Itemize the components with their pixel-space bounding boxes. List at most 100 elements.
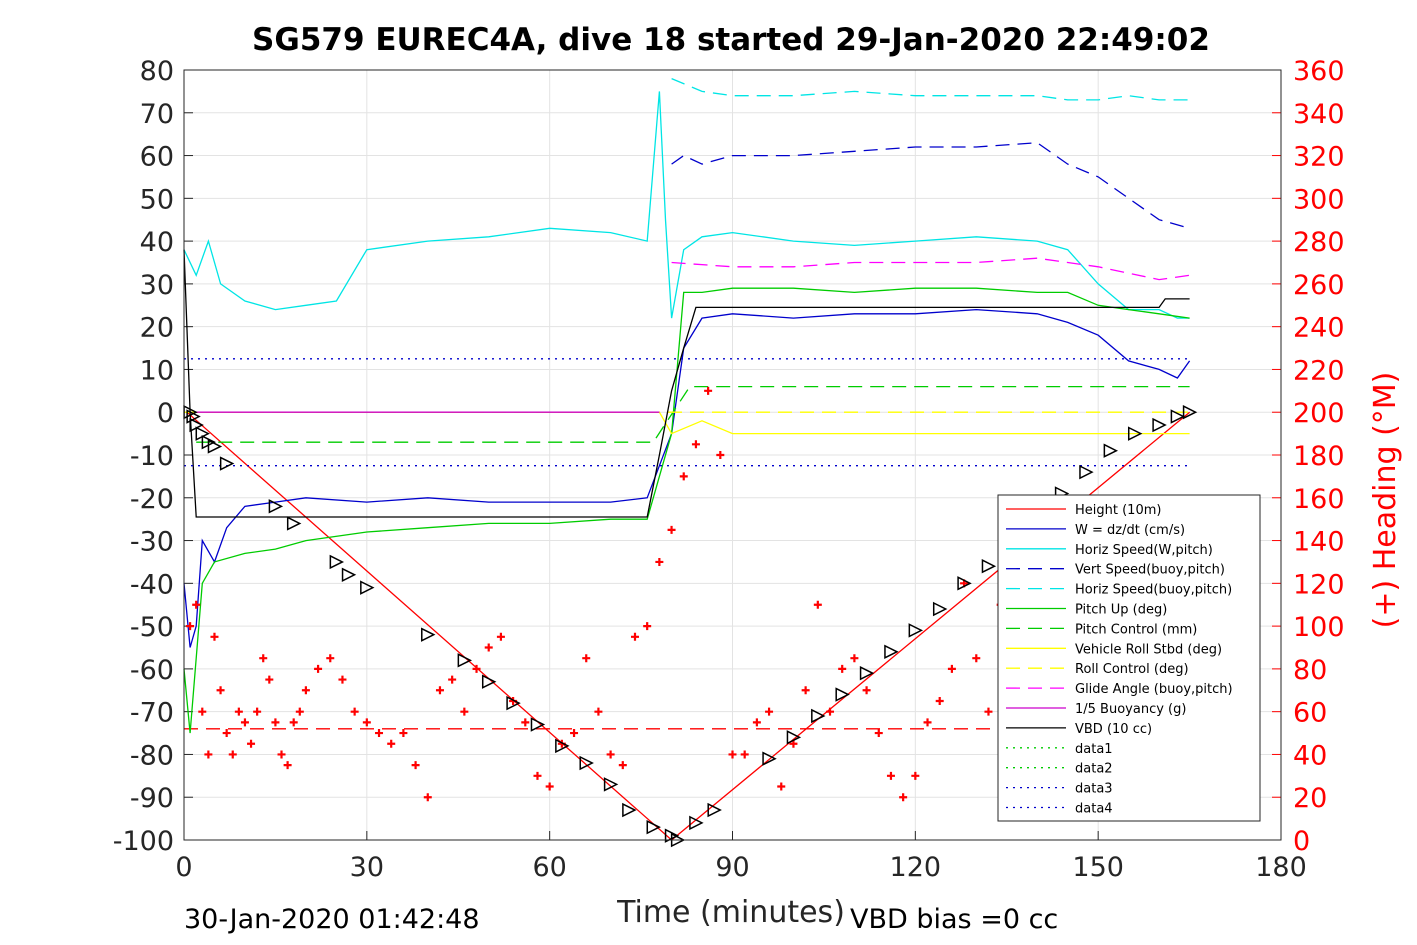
x-tick-label: 180 — [1255, 852, 1307, 883]
heading-point — [338, 675, 347, 684]
heading-point — [545, 782, 554, 791]
triangle-marker — [689, 815, 704, 831]
triangle-marker — [481, 674, 497, 689]
y-tick-label: 20 — [140, 313, 174, 344]
y2-tick-label: 20 — [1293, 783, 1327, 814]
legend-label: data2 — [1075, 762, 1113, 777]
y-tick-label: -20 — [130, 484, 174, 515]
triangle-marker — [622, 802, 637, 818]
heading-point — [618, 761, 627, 770]
legend-label: Vehicle Roll Stbd (deg) — [1075, 642, 1222, 657]
y-tick-label: 0 — [157, 398, 174, 429]
triangle-marker — [506, 695, 521, 711]
y-tick-label: -10 — [130, 441, 174, 472]
y2-tick-label: 220 — [1293, 355, 1345, 386]
heading-point — [271, 718, 280, 727]
y2-tick-label: 120 — [1293, 569, 1345, 600]
triangle-marker — [603, 777, 619, 792]
y2-tick-label: 160 — [1293, 484, 1345, 515]
x-tick-label: 90 — [715, 852, 749, 883]
triangle-marker — [1079, 464, 1094, 480]
triangle-marker — [957, 576, 972, 591]
y2-tick-label: 360 — [1293, 56, 1345, 87]
y-tick-label: 60 — [140, 142, 174, 173]
triangle-marker — [186, 409, 201, 424]
series-line-7 — [196, 385, 1190, 443]
heading-point — [594, 707, 603, 716]
legend-label: Glide Angle (buoy,pitch) — [1075, 682, 1233, 697]
heading-point — [826, 707, 835, 716]
heading-point — [813, 600, 822, 609]
series-line-2 — [183, 308, 1191, 648]
heading-point — [984, 707, 993, 716]
legend-label: W = dz/dt (cm/s) — [1075, 523, 1185, 538]
heading-point — [899, 793, 908, 802]
heading-point — [295, 707, 304, 716]
heading-point — [765, 707, 774, 716]
footer-vbd-bias: VBD bias =0 cc — [850, 904, 1058, 935]
triangle-marker — [811, 708, 826, 724]
y-tick-label: -100 — [113, 826, 174, 857]
heading-point — [570, 729, 579, 738]
heading-point — [228, 750, 237, 759]
heading-point — [947, 664, 956, 673]
heading-point — [582, 654, 591, 663]
y2-tick-label: 100 — [1293, 612, 1345, 643]
triangle-marker — [421, 627, 436, 642]
triangle-marker — [981, 559, 997, 574]
heading-point — [972, 654, 981, 663]
legend: Height (10m) W = dz/dt (cm/s) Horiz Speed(… — [997, 494, 1261, 822]
heading-point — [716, 451, 725, 459]
heading-point — [289, 718, 298, 727]
heading-point — [326, 654, 335, 663]
triangle-marker — [1170, 409, 1186, 424]
heading-point — [186, 622, 195, 631]
triangle-marker — [207, 439, 223, 454]
heading-point — [314, 664, 323, 673]
y2-tick-label: 340 — [1293, 99, 1345, 130]
heading-point — [210, 632, 219, 641]
y2-tick-label: 320 — [1293, 142, 1345, 173]
heading-point — [399, 729, 408, 738]
triangle-marker — [457, 653, 473, 668]
x-tick-label: 120 — [890, 852, 942, 883]
heading-point — [752, 718, 761, 727]
triangle-marker — [1152, 417, 1167, 433]
footer-timestamp: 30-Jan-2020 01:42:48 — [184, 904, 480, 935]
heading-point — [265, 675, 274, 684]
legend-label: data1 — [1075, 742, 1113, 757]
heading-point — [283, 761, 292, 770]
x-axis-label: Time (minutes) — [616, 895, 845, 930]
y-tick-label: 50 — [140, 184, 174, 215]
triangle-marker — [1103, 443, 1119, 458]
legend-label: Height (10m) — [1075, 503, 1161, 518]
heading-point — [838, 664, 847, 673]
triangle-marker — [1182, 405, 1198, 420]
heading-point — [606, 750, 615, 759]
legend-label: data4 — [1075, 802, 1113, 817]
triangle-marker — [835, 687, 850, 702]
heading-point — [679, 472, 688, 481]
chart-title: SG579 EUREC4A, dive 18 started 29-Jan-20… — [252, 22, 1210, 58]
series-line-12 — [183, 249, 1190, 518]
triangle-marker — [762, 751, 777, 766]
heading-point — [387, 739, 396, 748]
y2-tick-label: 300 — [1293, 184, 1345, 215]
heading-point — [301, 686, 310, 695]
triangle-marker — [884, 644, 899, 659]
triangle-marker — [579, 755, 594, 771]
x-tick-label: 30 — [350, 852, 384, 883]
legend-label: Pitch Up (deg) — [1075, 603, 1167, 618]
x-tick-label: 60 — [532, 852, 566, 883]
heading-point — [777, 782, 786, 791]
y2-tick-label: 180 — [1293, 441, 1345, 472]
heading-point — [533, 771, 542, 780]
triangle-markers — [183, 405, 1198, 848]
y-tick-label: 30 — [140, 270, 174, 301]
y-tick-label: 40 — [140, 227, 174, 258]
heading-point — [923, 718, 932, 727]
triangle-marker — [268, 499, 284, 514]
heading-point — [801, 686, 810, 695]
legend-label: data3 — [1075, 782, 1113, 797]
triangle-marker — [908, 623, 924, 638]
